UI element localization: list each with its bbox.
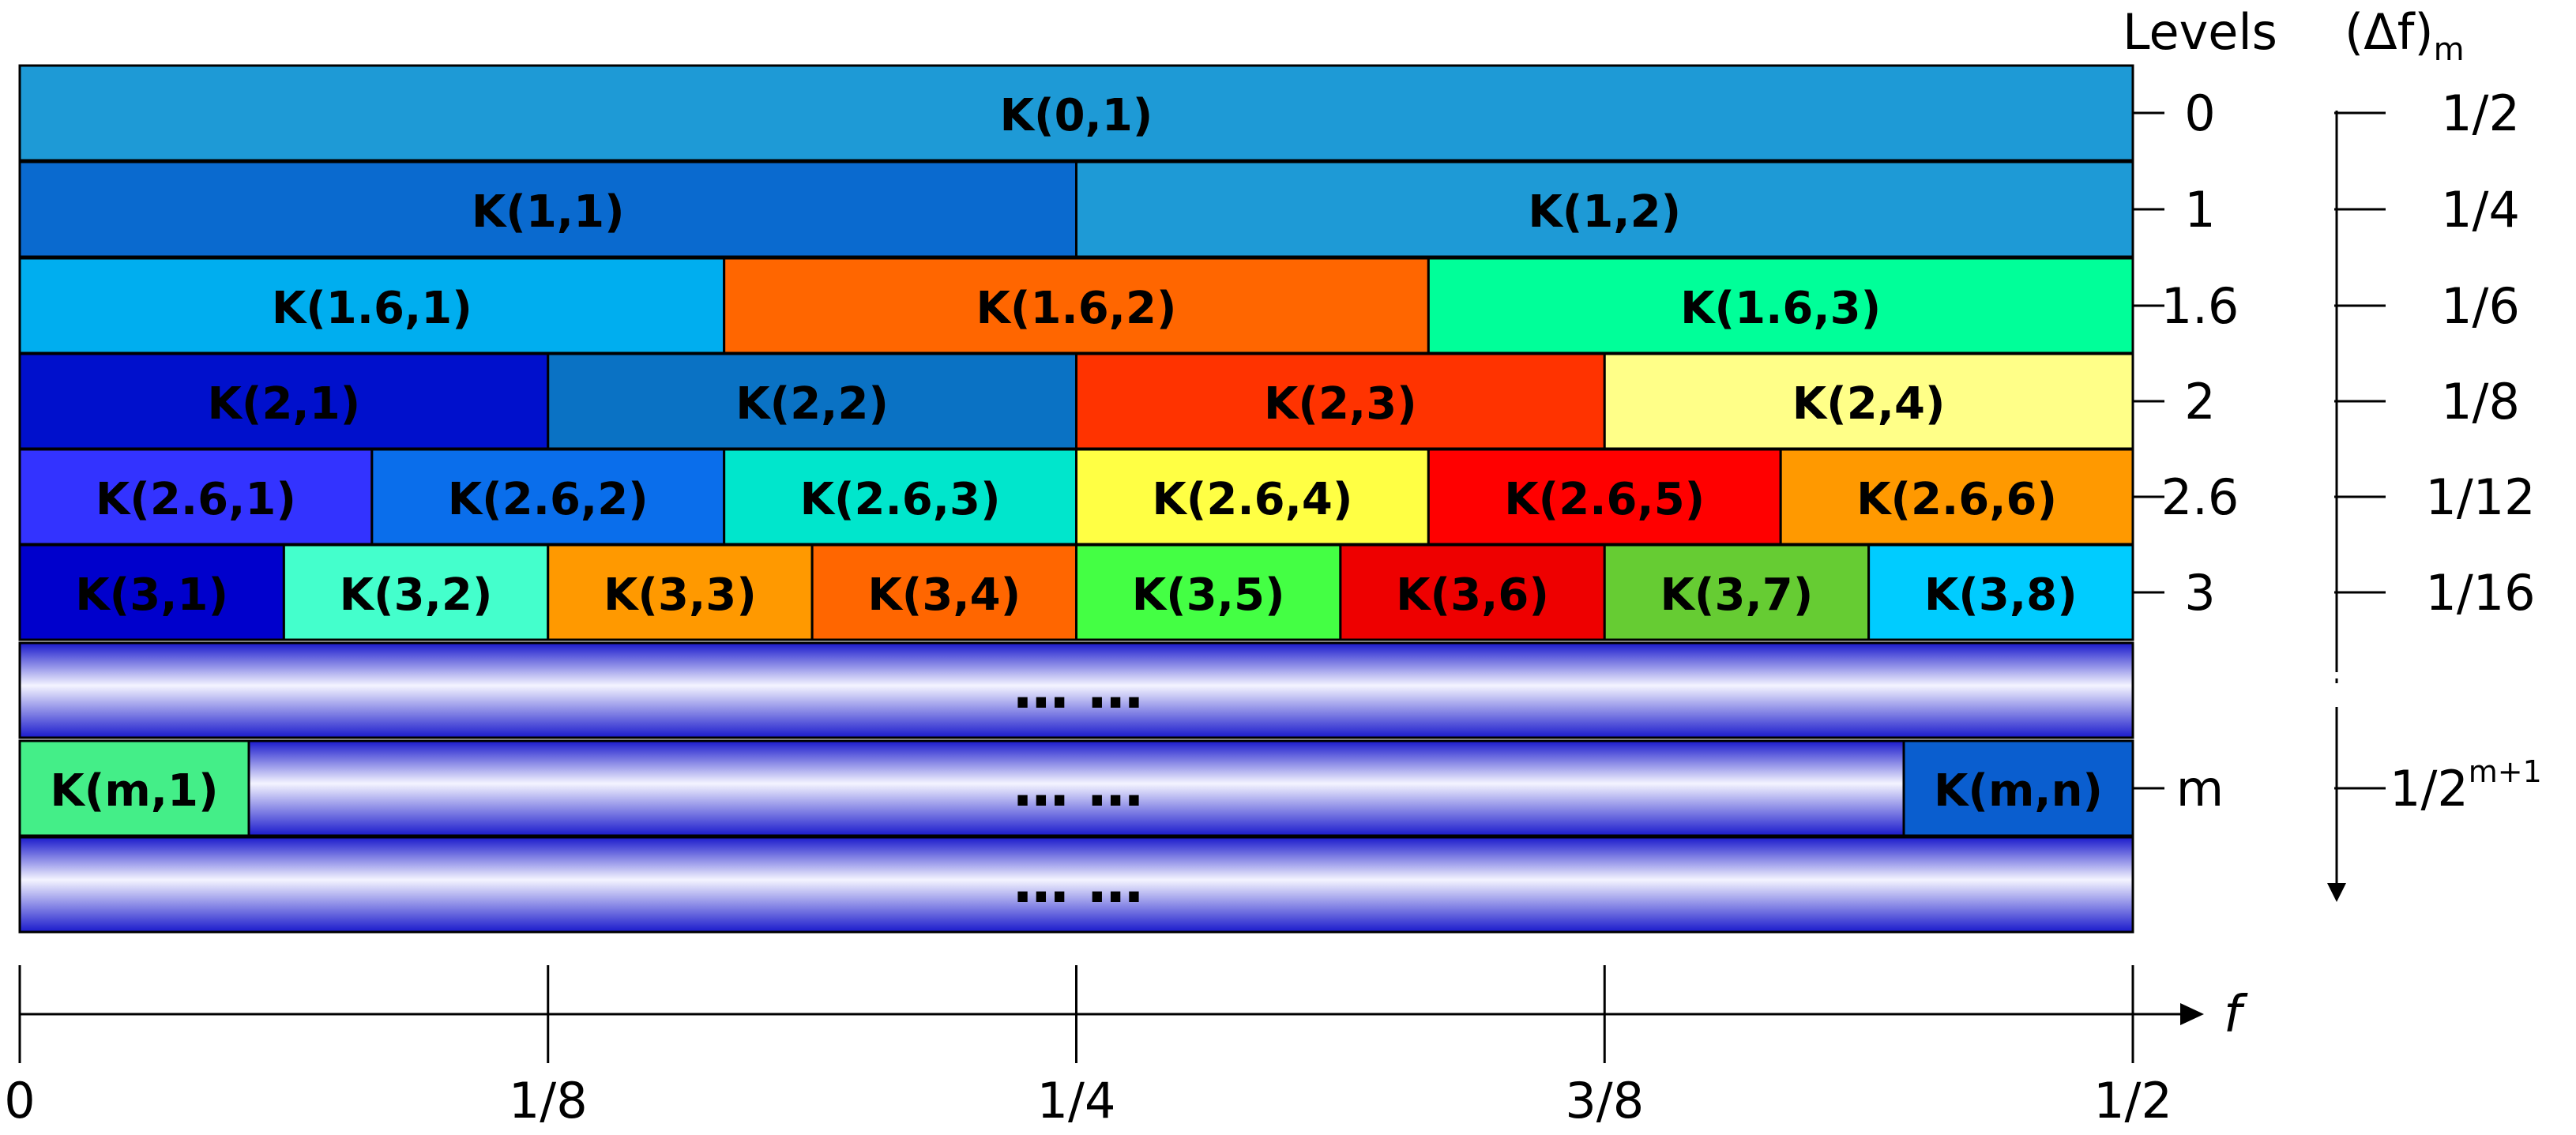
cell-label: K(3,6) — [1396, 569, 1549, 621]
ellipsis-band-1 — [18, 641, 2134, 739]
f-axis-arrowhead — [2180, 1003, 2204, 1025]
f-axis-tick-label: 3/8 — [1565, 1072, 1644, 1129]
f-axis-tick-label: 1/8 — [509, 1072, 588, 1129]
delta-value: 1/16 — [2425, 564, 2535, 622]
delta-value-m: 1/2m+1 — [2390, 754, 2542, 817]
level-value: 2.6 — [2161, 468, 2239, 526]
ellipsis-band-2 — [18, 836, 2134, 934]
cell-label: K(2.6,6) — [1856, 474, 2057, 525]
cell-K-m-n — [1902, 739, 2134, 837]
cell-K-2-2 — [547, 352, 1077, 450]
cell-label: K(1,1) — [472, 186, 625, 238]
cell-K-2.6-6 — [1779, 448, 2134, 546]
cell-label: K(2,4) — [1792, 378, 1946, 430]
cell-K-3-3 — [547, 543, 814, 641]
cell-K-1-2 — [1075, 160, 2134, 258]
delta-value: 1/4 — [2441, 181, 2520, 239]
cell-label: K(3,7) — [1660, 569, 1814, 621]
cell-label: K(m,n) — [1934, 765, 2103, 817]
frequency-axis: f 0 1/8 1/4 3/8 1/2 — [4, 965, 2248, 1129]
level-value: 0 — [2184, 85, 2215, 142]
delta-f-header: (Δf)m — [2345, 3, 2465, 68]
cell-label: K(3,1) — [75, 569, 228, 621]
cell-label: K(3,4) — [867, 569, 1021, 621]
cell-label: K(2.6,1) — [96, 474, 296, 525]
cell-K-1.6-3 — [1427, 257, 2134, 355]
level-rows: K(0,1) K(1,1) K(1,2) K(1.6,1) K(1.6,2) K(1.6,… — [18, 64, 2134, 934]
cell-K-0-1 — [18, 64, 2134, 162]
ellipsis-band-1-ellipsis: … … — [1013, 656, 1143, 721]
level-value: 1 — [2184, 181, 2215, 239]
levels-header: Levels — [2123, 3, 2277, 61]
cell-K-3-2 — [282, 543, 550, 641]
delta-value: 1/6 — [2441, 277, 2520, 335]
cell-label: K(2.6,3) — [800, 474, 1001, 525]
cell-K-1-1 — [18, 160, 1077, 258]
delta-value: 1/2 — [2441, 85, 2520, 142]
level-scale: 0 1/2 1 1/4 1.6 1/6 2 1/8 2.6 1/12 3 1/16 m 1/2m+1 — [2133, 85, 2542, 902]
f-axis-tick-label: 1/2 — [2093, 1072, 2172, 1129]
cell-label: K(3,5) — [1132, 569, 1285, 621]
cell-label: K(3,3) — [604, 569, 757, 621]
delta-value: 1/12 — [2425, 468, 2535, 526]
cell-label: K(m,1) — [50, 765, 218, 817]
cell-label: K(1.6,2) — [976, 283, 1176, 334]
cell-K-2.6-2 — [370, 448, 726, 546]
delta-f-subscript: m — [2434, 32, 2465, 68]
cell-K-3-5 — [1075, 543, 1342, 641]
cell-label: K(0,1) — [1000, 90, 1153, 141]
cell-label: K(2,3) — [1264, 378, 1417, 430]
level-value: m — [2176, 760, 2224, 817]
cell-label: K(2.6,4) — [1152, 474, 1352, 525]
f-axis-tick-label: 1/4 — [1037, 1072, 1116, 1129]
ellipsis-band-2-ellipsis: … … — [1013, 851, 1143, 915]
delta-value: 1/8 — [2441, 373, 2520, 430]
cell-label: K(3,2) — [340, 569, 493, 621]
cell-label: K(2.6,5) — [1504, 474, 1705, 525]
cell-K-m-1 — [18, 739, 250, 837]
level-value: 3 — [2184, 564, 2215, 622]
delta-arrow-head — [2327, 883, 2346, 902]
cell-K-2.6-4 — [1075, 448, 1430, 546]
level-value: 2 — [2184, 373, 2215, 430]
level-m-ellipsis: … … — [1013, 754, 1143, 819]
cell-K-3-1 — [18, 543, 285, 641]
cell-K-2-4 — [1603, 352, 2134, 450]
cell-label: K(1.6,3) — [1680, 283, 1881, 334]
cell-label: K(2,1) — [207, 378, 360, 430]
cell-label: K(3,8) — [1924, 569, 2078, 621]
cell-K-3-4 — [810, 543, 1077, 641]
delta-f-main: (Δf) — [2345, 3, 2434, 61]
cell-K-3-6 — [1339, 543, 1606, 641]
cell-label: K(1,2) — [1528, 186, 1681, 238]
f-axis-label: f — [2224, 986, 2248, 1044]
cell-label: K(1.6,1) — [272, 283, 472, 334]
f-axis-tick-label: 0 — [4, 1072, 35, 1129]
level-value: 1.6 — [2161, 277, 2239, 335]
cell-K-1.6-1 — [18, 257, 726, 355]
cell-K-3-7 — [1603, 543, 1871, 641]
cell-label: K(2,2) — [735, 378, 889, 430]
cell-label: K(2.6,2) — [448, 474, 649, 525]
